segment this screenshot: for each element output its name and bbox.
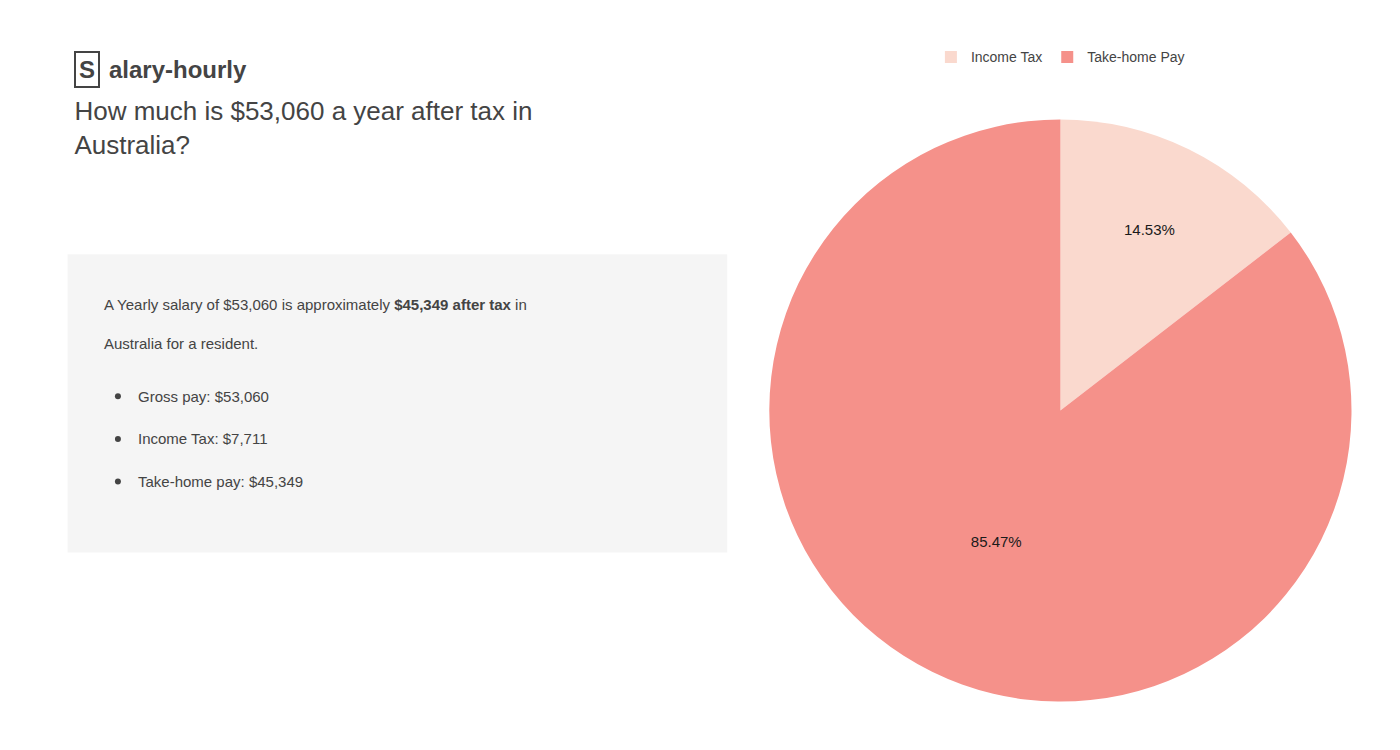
svg-text:Income Tax: $7,711: Income Tax: $7,711	[138, 430, 268, 447]
svg-text:Take-home Pay: Take-home Pay	[1087, 49, 1184, 65]
svg-text:How much is $53,060 a year aft: How much is $53,060 a year after tax inA…	[74, 96, 532, 160]
svg-text:alary-hourly: alary-hourly	[109, 56, 247, 83]
svg-text:A Yearly salary of $53,060 is: A Yearly salary of $53,060 is approximat…	[104, 296, 527, 313]
svg-text:Take-home pay: $45,349: Take-home pay: $45,349	[138, 473, 303, 490]
svg-text:Gross pay: $53,060: Gross pay: $53,060	[138, 388, 269, 405]
svg-text:85.47%: 85.47%	[971, 533, 1022, 550]
svg-text:Income Tax: Income Tax	[971, 49, 1042, 65]
svg-text:S: S	[79, 56, 95, 83]
svg-text:14.53%: 14.53%	[1124, 221, 1175, 238]
svg-text:Australia for a resident.: Australia for a resident.	[104, 335, 258, 352]
